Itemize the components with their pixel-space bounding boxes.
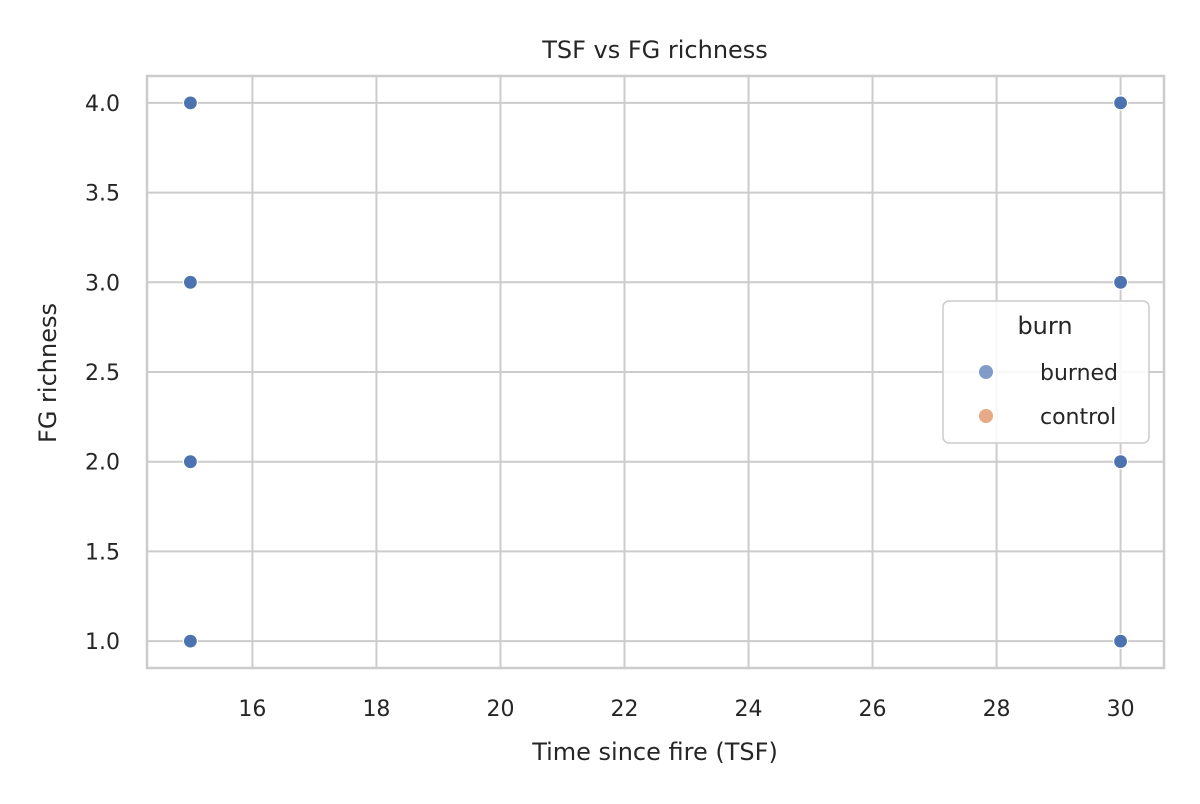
x-tick-label: 20 [486,697,514,722]
data-point-burned [1112,95,1129,111]
data-point-burned [1112,633,1129,649]
legend-title: burn [1017,312,1072,340]
data-point-burned [182,95,199,111]
x-tick-label: 24 [735,697,763,722]
data-point-burned [182,274,199,290]
y-tick-label: 3.5 [85,182,120,207]
legend: burn burned control [942,300,1150,444]
data-points [182,95,1129,649]
y-tick-label: 2.0 [85,451,120,476]
y-tick-label: 4.0 [85,92,120,117]
x-tick-label: 26 [859,697,887,722]
legend-marker-control [979,409,993,423]
y-axis-label: FG richness [34,303,62,443]
x-tick-label: 16 [238,697,266,722]
x-tick-label: 22 [610,697,638,722]
plot-frame [145,74,1166,670]
data-point-burned [1112,454,1129,470]
x-axis-label: Time since fire (TSF) [531,738,778,766]
y-tick-label: 3.0 [85,271,120,296]
legend-marker-burned [979,365,993,379]
y-tick-labels: 1.0 1.5 2.0 2.5 3.0 3.5 4.0 [85,92,120,655]
grid-lines [147,76,1164,668]
y-tick-label: 1.0 [85,630,120,655]
y-tick-label: 1.5 [85,540,120,565]
x-tick-label: 30 [1107,697,1135,722]
data-point-burned [1112,274,1129,290]
y-tick-label: 2.5 [85,361,120,386]
x-tick-label: 28 [983,697,1011,722]
legend-label-control: control [1040,405,1116,430]
x-tick-labels: 16 18 20 22 24 26 28 30 [238,697,1134,722]
legend-label-burned: burned [1040,361,1118,386]
legend-box [942,300,1150,444]
data-point-burned [182,454,199,470]
data-point-burned [182,633,199,649]
x-tick-label: 18 [362,697,390,722]
chart-title: TSF vs FG richness [541,36,768,64]
